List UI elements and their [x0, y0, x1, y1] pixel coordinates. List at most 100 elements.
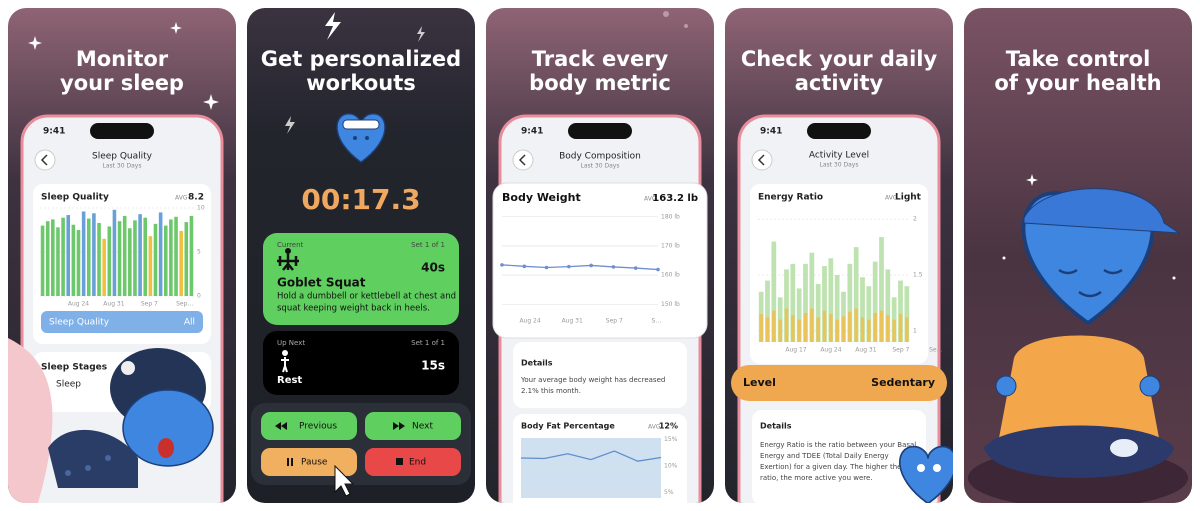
pompom [121, 361, 135, 375]
back-icon [40, 154, 48, 166]
avg-label: AVG [648, 424, 661, 431]
smile [1078, 290, 1102, 298]
next-set: Set 1 of 1 [411, 339, 445, 347]
bar [174, 216, 178, 296]
bar [898, 280, 903, 342]
bar [822, 310, 827, 342]
bar [872, 261, 878, 342]
y-tick-label: 150 lb [661, 301, 680, 308]
headline: Take control [1006, 47, 1151, 71]
panel-sleep: Monitor your sleep 9:41 Sleep Quality La… [8, 8, 236, 503]
eye [353, 136, 357, 140]
bar [873, 312, 877, 342]
back-button[interactable] [512, 149, 534, 171]
bar [797, 319, 801, 342]
bar [867, 319, 871, 342]
bar [828, 258, 834, 342]
hand [1139, 375, 1161, 397]
person-icon [282, 350, 288, 356]
y-tick-label: 1 [913, 327, 917, 334]
bar [148, 236, 153, 296]
y-tick-label: 1.5 [913, 272, 923, 279]
details-text: Your average body weight has decreased [520, 376, 665, 384]
bar [97, 222, 101, 296]
bar [765, 317, 770, 342]
y-tick-label: 160 lb [661, 272, 680, 279]
next-duration: 15s [421, 359, 445, 373]
back-button[interactable] [34, 149, 56, 171]
closed-eyes [1058, 268, 1123, 275]
previous-button[interactable] [261, 412, 357, 440]
point [589, 263, 593, 268]
next-button[interactable] [365, 412, 461, 440]
back-icon [757, 154, 765, 166]
bar [809, 252, 815, 342]
filter-button[interactable] [41, 311, 203, 333]
fat-area [521, 438, 661, 498]
point [633, 266, 638, 270]
bar [76, 230, 81, 296]
timer: 00:17.3 [301, 183, 420, 216]
status-time: 9:41 [521, 127, 543, 137]
next-exercise: Rest [277, 375, 302, 386]
speck [1172, 276, 1176, 280]
y-tick-label: 180 lb [661, 213, 680, 220]
bar [158, 212, 163, 296]
back-button[interactable] [751, 149, 773, 171]
button-label: Next [412, 422, 433, 432]
panel-workouts: Get personalized workouts 00:17.3 Curren… [247, 8, 475, 503]
card-title: Sleep Quality [41, 193, 109, 203]
bar [169, 219, 173, 296]
bar [860, 277, 865, 342]
bar [784, 269, 789, 342]
x-tick-label: Aug 31 [562, 318, 583, 325]
blanket [8, 338, 53, 503]
details-text: 2.1% this month. [521, 387, 581, 395]
eye [917, 464, 925, 472]
x-tick-label: Aug 24 [519, 318, 540, 325]
next-label: Up Next [277, 339, 305, 347]
screen-subtitle: Last 30 Days [820, 162, 859, 169]
bar [765, 280, 770, 342]
x-tick-label: Aug 24 [68, 301, 89, 308]
current-description: squat keeping weight back in heels. [277, 304, 430, 314]
headline: Check your daily [741, 47, 938, 71]
bar [904, 286, 910, 342]
bar [772, 310, 776, 342]
current-description: Hold a dumbbell or kettlebell at chest a… [277, 292, 456, 302]
bar [117, 221, 122, 296]
energy-chart: 2 1.5 1 Aug 17 Aug 24 Aug 31 Sep 7 Se… [758, 216, 943, 354]
next-icon [393, 422, 405, 430]
avg-label: AVG [175, 195, 188, 202]
end-button[interactable] [365, 448, 461, 476]
point [544, 265, 549, 270]
next-card [263, 331, 459, 395]
row-label: Sleep [56, 380, 81, 390]
current-label: Current [277, 241, 304, 249]
bar [835, 319, 839, 342]
y-tick-label: 5% [664, 489, 674, 496]
x-tick-label: Aug 31 [103, 301, 124, 308]
avg-value: 8.2 [188, 193, 204, 203]
sleeping-character [48, 348, 214, 488]
bar [71, 224, 76, 296]
headline: body metric [529, 71, 671, 95]
screen-title: Body Composition [559, 152, 641, 162]
cap [1023, 188, 1181, 234]
panel-health: Take control of your health [964, 8, 1192, 503]
bar [905, 317, 909, 342]
shoe [1110, 439, 1138, 457]
avg-label: AVG [644, 196, 657, 203]
fat-chart: 15% 10% 5% [520, 436, 678, 496]
screen-title: Activity Level [809, 151, 869, 161]
x-tick-label: Aug 17 [785, 347, 806, 354]
screen-subtitle: Last 30 Days [581, 163, 620, 170]
bar [790, 263, 796, 342]
panel-activity: Check your daily activity 9:41 Activity … [725, 8, 953, 503]
pause-button[interactable] [261, 448, 357, 476]
current-set: Set 1 of 1 [411, 241, 445, 249]
bar [163, 225, 168, 296]
level-label: Level [743, 376, 776, 389]
panel-body-metric: Track every body metric 9:41 Body Compos… [486, 8, 714, 503]
